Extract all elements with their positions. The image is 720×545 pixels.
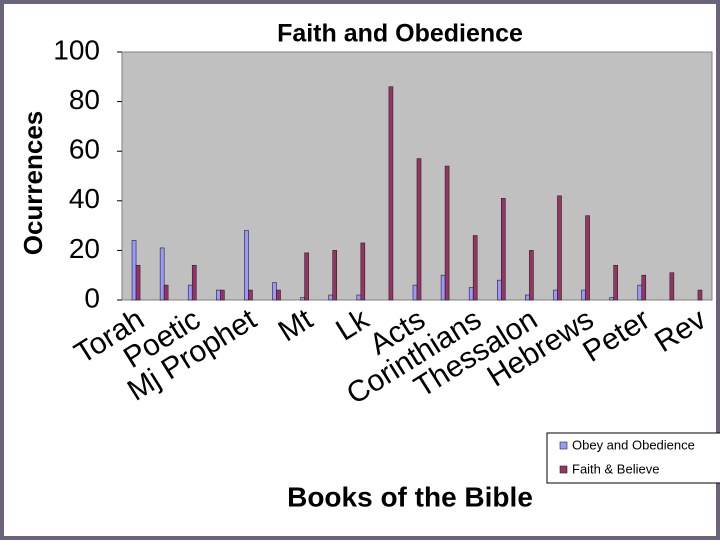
bar <box>641 274 647 301</box>
x-axis-title: Books of the Bible <box>287 481 533 512</box>
bar <box>248 289 253 301</box>
bar <box>496 279 502 301</box>
y-tick-label: 80 <box>69 84 100 115</box>
bar <box>553 289 558 301</box>
bar <box>187 284 193 301</box>
bar <box>356 294 362 301</box>
bar <box>360 242 366 301</box>
bar <box>613 264 618 301</box>
bar <box>468 287 474 301</box>
bar <box>328 294 334 301</box>
chart-title: Faith and Obedience <box>277 20 523 48</box>
bar <box>300 297 305 301</box>
bar <box>557 195 562 301</box>
y-tick-label: 20 <box>69 233 100 264</box>
bar <box>272 282 277 301</box>
bar <box>135 264 141 301</box>
y-tick-label: 0 <box>84 282 100 313</box>
bar <box>216 289 221 301</box>
bar <box>159 247 165 301</box>
legend-swatch <box>559 441 568 450</box>
legend-box <box>546 432 720 484</box>
bar <box>440 274 446 301</box>
bar <box>220 289 225 301</box>
bar <box>581 289 586 301</box>
legend-swatch <box>559 465 568 474</box>
bar <box>304 252 309 301</box>
bar <box>416 158 422 301</box>
bar <box>276 289 281 301</box>
y-tick-label: 60 <box>69 134 100 165</box>
bar <box>131 240 137 301</box>
bar <box>191 264 197 301</box>
bar <box>500 198 506 301</box>
bar <box>388 86 394 301</box>
y-tick-label: 40 <box>69 183 100 214</box>
y-tick-label: 100 <box>53 34 100 65</box>
legend-label: Faith & Believe <box>572 461 659 476</box>
bar <box>697 289 703 301</box>
bar <box>244 230 249 301</box>
bar <box>525 294 530 301</box>
bar <box>163 284 169 301</box>
y-axis-title: Ocurrences <box>18 111 48 256</box>
bar <box>412 284 418 301</box>
bar <box>669 272 675 301</box>
bar <box>472 235 478 301</box>
legend-label: Obey and Obedience <box>572 437 695 452</box>
bar <box>332 250 338 301</box>
legend: Obey and Obedience Faith & Believe <box>546 432 720 484</box>
bar <box>444 165 450 301</box>
bar <box>637 284 643 301</box>
bar <box>529 250 534 301</box>
bar <box>609 297 614 301</box>
bar <box>585 215 590 301</box>
